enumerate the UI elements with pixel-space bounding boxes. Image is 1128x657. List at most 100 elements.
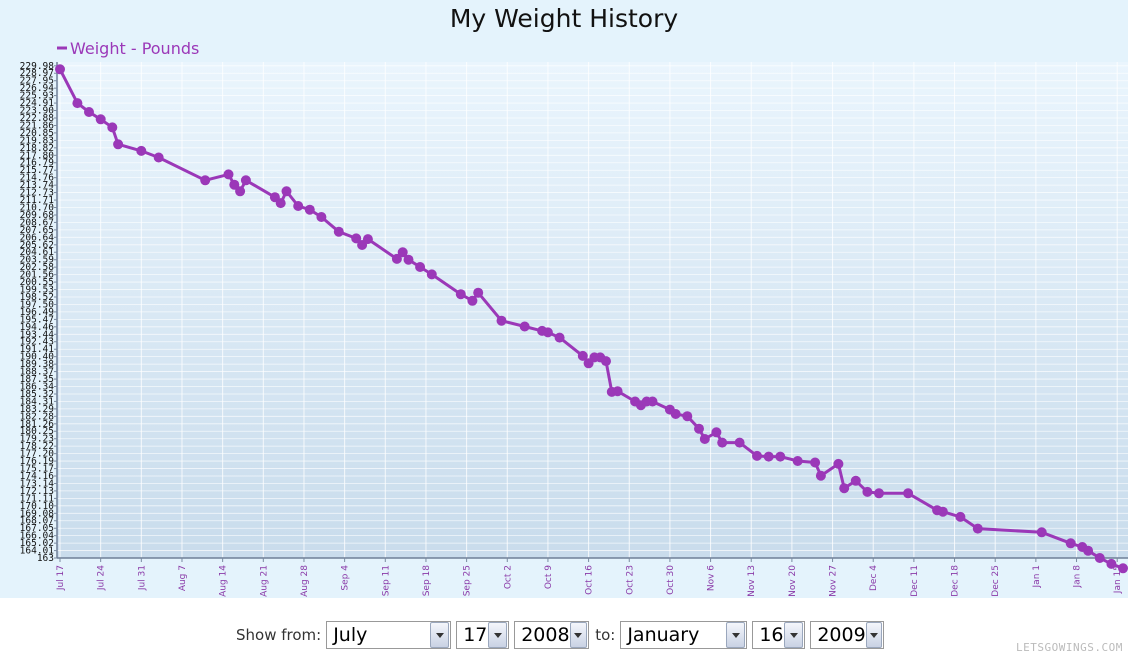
- data-point[interactable]: [670, 409, 681, 419]
- to-day-select[interactable]: 16: [752, 621, 806, 649]
- data-point[interactable]: [862, 486, 873, 497]
- x-axis-ticks: Jul 17 Jul 24 Jul 31 Aug 7 Aug 14 Aug 21 Aug 2…: [56, 558, 1123, 597]
- data-point[interactable]: [304, 204, 315, 215]
- data-point[interactable]: [682, 411, 693, 422]
- data-point[interactable]: [850, 475, 861, 486]
- data-point[interactable]: [752, 450, 762, 461]
- y-tick-label: 191.41: [20, 344, 55, 355]
- to-year-select[interactable]: 2009: [810, 621, 885, 649]
- data-point[interactable]: [415, 262, 426, 272]
- data-point[interactable]: [107, 122, 118, 133]
- chevron-down-icon[interactable]: [569, 622, 588, 648]
- chevron-down-icon[interactable]: [726, 622, 746, 648]
- data-point[interactable]: [136, 145, 147, 156]
- y-tick-label: 178.22: [20, 441, 54, 452]
- data-point[interactable]: [316, 212, 327, 222]
- data-point[interactable]: [647, 396, 658, 407]
- data-point[interactable]: [815, 470, 826, 481]
- data-point[interactable]: [200, 175, 211, 186]
- data-point[interactable]: [601, 356, 611, 367]
- data-point[interactable]: [810, 457, 821, 468]
- data-point[interactable]: [874, 488, 884, 499]
- chevron-down-icon[interactable]: [430, 622, 450, 648]
- data-point[interactable]: [362, 234, 373, 245]
- from-day-select[interactable]: 17: [456, 621, 510, 649]
- data-point[interactable]: [113, 139, 124, 150]
- from-year-select[interactable]: 2008: [514, 621, 590, 649]
- data-point[interactable]: [397, 247, 408, 258]
- data-point[interactable]: [72, 98, 83, 109]
- x-tick-label: Nov 20: [788, 565, 798, 597]
- data-point[interactable]: [519, 321, 530, 332]
- data-point[interactable]: [694, 423, 704, 434]
- data-point[interactable]: [426, 269, 437, 280]
- from-month-select[interactable]: July: [326, 621, 452, 649]
- data-point[interactable]: [775, 451, 786, 462]
- y-tick-label: 190.40: [20, 352, 55, 363]
- data-point[interactable]: [699, 434, 710, 444]
- y-tick-label: 224.91: [20, 98, 55, 109]
- y-tick-label: 166.04: [20, 531, 55, 542]
- data-point[interactable]: [351, 233, 362, 244]
- data-point[interactable]: [1036, 527, 1047, 538]
- data-point[interactable]: [153, 152, 164, 163]
- y-tick-label: 165.02: [20, 538, 54, 549]
- data-point[interactable]: [839, 483, 850, 494]
- data-point[interactable]: [95, 114, 106, 125]
- data-point[interactable]: [240, 175, 251, 186]
- y-tick-label: 167.05: [20, 523, 54, 534]
- data-point[interactable]: [391, 253, 402, 264]
- data-point[interactable]: [717, 437, 728, 448]
- to-month-select[interactable]: January: [620, 621, 748, 649]
- chevron-down-icon[interactable]: [488, 622, 508, 648]
- data-point[interactable]: [84, 107, 94, 117]
- data-point[interactable]: [496, 315, 507, 326]
- data-point[interactable]: [1065, 538, 1076, 549]
- x-tick-label: Oct 9: [544, 565, 554, 589]
- data-point[interactable]: [333, 226, 344, 237]
- data-point[interactable]: [223, 169, 234, 180]
- y-tick-label: 211.71: [20, 195, 55, 206]
- data-point[interactable]: [955, 511, 966, 522]
- data-point[interactable]: [972, 523, 983, 534]
- y-tick-label: 219.83: [20, 135, 54, 146]
- chart-title: My Weight History: [450, 4, 679, 33]
- data-point[interactable]: [1083, 545, 1094, 556]
- y-tick-label: 189.38: [20, 359, 55, 370]
- data-point[interactable]: [455, 289, 466, 300]
- chevron-down-icon[interactable]: [784, 622, 804, 648]
- data-point[interactable]: [235, 186, 246, 197]
- data-point[interactable]: [612, 386, 623, 397]
- data-point[interactable]: [1106, 558, 1117, 569]
- y-tick-label: 194.46: [20, 322, 55, 333]
- x-tick-label: Oct 23: [625, 565, 635, 595]
- data-point[interactable]: [833, 458, 844, 469]
- data-point[interactable]: [577, 350, 588, 361]
- y-tick-label: 225.93: [20, 91, 54, 102]
- x-tick-label: Jul 24: [97, 565, 107, 591]
- data-point[interactable]: [293, 201, 304, 211]
- data-point[interactable]: [275, 198, 286, 209]
- data-point[interactable]: [763, 451, 774, 462]
- y-tick-label: 208.67: [20, 217, 54, 228]
- y-tick-label: 226.94: [20, 83, 55, 94]
- data-point[interactable]: [1118, 563, 1128, 574]
- data-point[interactable]: [467, 295, 478, 306]
- data-point[interactable]: [229, 179, 240, 190]
- data-point[interactable]: [542, 327, 553, 338]
- data-point[interactable]: [903, 488, 914, 499]
- data-point[interactable]: [734, 437, 745, 448]
- data-point[interactable]: [554, 332, 565, 343]
- data-point[interactable]: [55, 64, 65, 75]
- watermark-logo: LETSGOWINGS.COM: [1016, 641, 1123, 654]
- data-point[interactable]: [1094, 553, 1105, 563]
- x-tick-label: Oct 16: [585, 565, 595, 595]
- data-point[interactable]: [281, 186, 292, 197]
- data-point[interactable]: [711, 427, 722, 438]
- data-point[interactable]: [937, 506, 948, 517]
- x-tick-label: Sep 25: [463, 565, 473, 596]
- data-point[interactable]: [792, 456, 803, 466]
- data-point[interactable]: [403, 254, 414, 265]
- data-point[interactable]: [473, 287, 484, 298]
- chevron-down-icon[interactable]: [865, 622, 883, 648]
